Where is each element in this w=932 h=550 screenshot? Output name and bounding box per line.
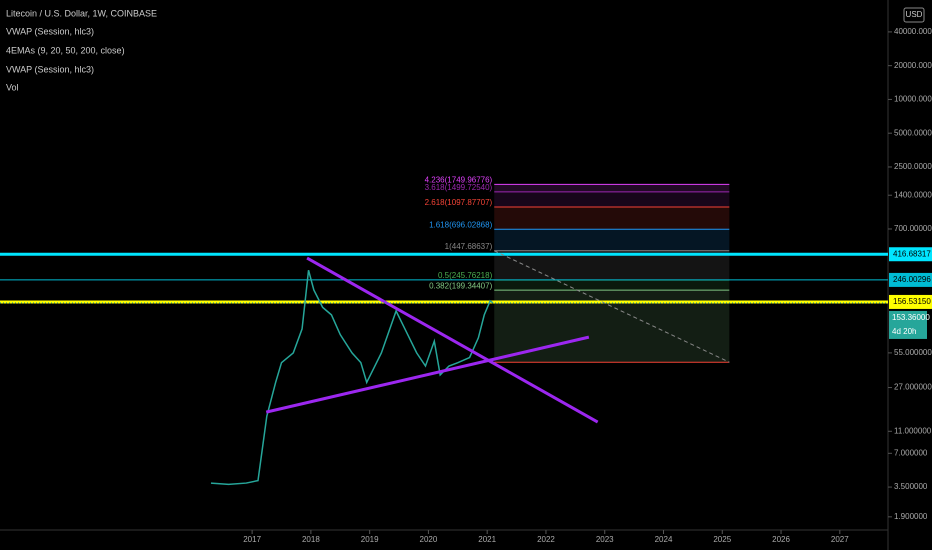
x-tick-label: 2021 [478,535,496,544]
price-tag-label: 416.68317 [893,249,931,258]
y-tick-label: 2500.000000 [894,162,932,171]
y-tick-label: 1.900000 [894,512,928,521]
price-line [210,270,494,486]
price-tag-label: 156.53150 [893,297,931,306]
y-tick-label: 40000.000000 [894,27,932,36]
trendline [306,256,599,424]
x-tick-label: 2025 [713,535,731,544]
x-tick-label: 2023 [596,535,614,544]
y-tick-label: 7.000000 [894,448,928,457]
indicator: Vol [6,82,19,92]
fib-zone [494,191,730,208]
y-tick-label: 700.000000 [894,224,932,233]
x-tick-label: 2019 [361,535,379,544]
x-tick-label: 2024 [655,535,673,544]
indicator: VWAP (Session, hlc3) [6,64,94,74]
fib-zone [494,207,730,230]
fib-label: 2.618(1097.87707) [425,198,493,207]
indicator: VWAP (Session, hlc3) [6,26,94,36]
x-tick-label: 2017 [243,535,261,544]
fib-zone [494,184,730,192]
y-tick-label: 27.000000 [894,383,932,392]
x-tick-label: 2022 [537,535,555,544]
fib-zone [494,229,730,251]
fib-zone [494,279,730,291]
x-tick-label: 2026 [772,535,790,544]
fib-label: 0.382(199.34407) [429,281,493,290]
last-price-label: 153.36000 [892,313,930,322]
y-tick-label: 55.000000 [894,348,932,357]
trendline [494,250,730,363]
fib-label: 3.618(1499.72540) [425,183,493,192]
price-tag [889,272,932,287]
fib-label: 0.5(245.76218) [438,271,493,280]
y-tick-label: 3.500000 [894,482,928,491]
y-tick-label: 5000.000000 [894,128,932,137]
fib-label: 1.618(696.02868) [429,220,493,229]
symbol-title: Litecoin / U.S. Dollar, 1W, COINBASE [6,8,157,18]
y-tick-label: 10000.000000 [894,95,932,104]
price-tag-label: 246.00296 [893,275,931,284]
currency: USD [906,10,923,19]
price-tag [889,247,932,262]
indicator: 4EMAs (9, 20, 50, 200, close) [6,45,125,55]
countdown: 4d 20h [892,327,916,336]
price-tag [889,294,932,309]
x-tick-label: 2018 [302,535,320,544]
trendline [265,335,590,414]
y-tick-label: 11.000000 [894,426,932,435]
fib-label: 4.236(1749.96776) [425,175,493,184]
fib-label: 1(447.68637) [445,242,493,251]
x-tick-label: 2020 [420,535,438,544]
x-tick-label: 2027 [831,535,849,544]
currency-box[interactable] [903,7,925,23]
last-price-tag [889,310,927,339]
y-tick-label: 1400.000000 [894,190,932,199]
y-tick-label: 20000.000000 [894,61,932,70]
